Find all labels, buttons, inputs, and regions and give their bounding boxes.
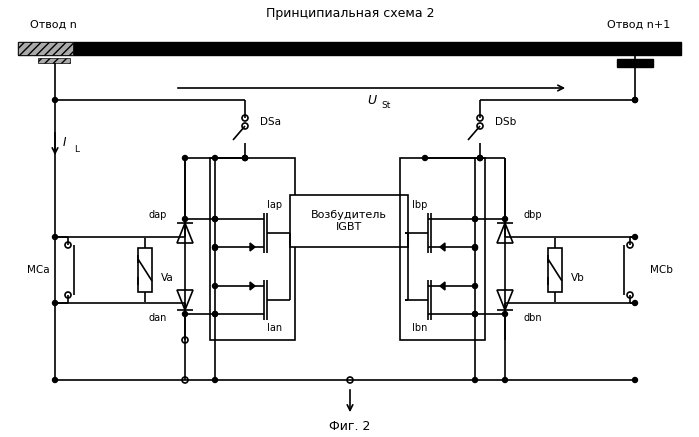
Text: dap: dap (149, 210, 167, 220)
Circle shape (627, 242, 633, 248)
Text: St: St (381, 101, 390, 111)
Circle shape (182, 337, 188, 343)
Circle shape (52, 378, 57, 382)
Text: DSb: DSb (495, 117, 517, 127)
Circle shape (473, 312, 477, 316)
Text: Ian: Ian (268, 323, 282, 333)
Circle shape (633, 301, 637, 305)
Bar (18, 42, 73, 55)
Text: Отвод n: Отвод n (30, 20, 77, 30)
Bar (548, 248, 562, 292)
Text: DSa: DSa (260, 117, 281, 127)
Circle shape (473, 378, 477, 382)
Circle shape (633, 378, 637, 382)
Text: Iap: Iap (268, 200, 282, 210)
Circle shape (503, 312, 507, 316)
Circle shape (182, 216, 187, 222)
Circle shape (477, 156, 482, 160)
Circle shape (212, 312, 217, 316)
Bar (210, 158, 295, 340)
Circle shape (477, 156, 482, 160)
Circle shape (243, 156, 247, 160)
Text: Возбудитель
IGBT: Возбудитель IGBT (311, 210, 387, 232)
Circle shape (627, 292, 633, 298)
Text: Ibn: Ibn (412, 323, 428, 333)
Text: MCb: MCb (650, 265, 673, 275)
Circle shape (473, 312, 477, 316)
Circle shape (347, 377, 353, 383)
Circle shape (243, 156, 247, 160)
Polygon shape (440, 282, 445, 290)
Circle shape (212, 284, 217, 288)
Bar (18, 42, 681, 55)
Text: Отвод n+1: Отвод n+1 (607, 20, 670, 30)
Text: Va: Va (161, 273, 174, 283)
Circle shape (503, 378, 507, 382)
Text: U: U (368, 94, 377, 107)
Circle shape (242, 115, 248, 121)
Circle shape (503, 216, 507, 222)
Circle shape (473, 216, 477, 222)
Text: I: I (63, 136, 66, 149)
Text: MCa: MCa (27, 265, 50, 275)
Text: Фиг. 2: Фиг. 2 (329, 420, 370, 434)
Circle shape (477, 115, 483, 121)
Circle shape (212, 378, 217, 382)
Circle shape (477, 123, 483, 129)
Circle shape (422, 156, 428, 160)
Bar (617, 59, 653, 67)
Circle shape (212, 216, 217, 222)
Circle shape (633, 97, 637, 103)
Circle shape (243, 156, 247, 160)
Text: Vb: Vb (571, 273, 585, 283)
Text: dan: dan (149, 313, 167, 323)
Circle shape (212, 246, 217, 250)
Circle shape (182, 312, 187, 316)
Circle shape (182, 156, 187, 160)
Circle shape (65, 242, 71, 248)
Circle shape (65, 292, 71, 298)
Bar (400, 158, 485, 340)
Circle shape (52, 235, 57, 239)
Circle shape (212, 312, 217, 316)
Bar (138, 248, 152, 292)
Polygon shape (250, 282, 255, 290)
Circle shape (633, 97, 637, 103)
Circle shape (477, 156, 482, 160)
Circle shape (212, 244, 217, 250)
Text: dbn: dbn (523, 313, 542, 323)
Text: Ibp: Ibp (412, 200, 428, 210)
Bar (290, 195, 408, 247)
Polygon shape (250, 243, 255, 251)
Circle shape (212, 216, 217, 222)
Circle shape (473, 244, 477, 250)
Circle shape (52, 301, 57, 305)
Circle shape (52, 97, 57, 103)
Circle shape (212, 156, 217, 160)
Polygon shape (440, 243, 445, 251)
Circle shape (633, 235, 637, 239)
Circle shape (473, 284, 477, 288)
Circle shape (473, 246, 477, 250)
Text: L: L (74, 146, 79, 155)
Circle shape (473, 216, 477, 222)
Circle shape (242, 123, 248, 129)
Bar (38, 58, 70, 63)
Text: Принципиальная схема 2: Принципиальная схема 2 (266, 7, 434, 20)
Circle shape (182, 377, 188, 383)
Text: dbp: dbp (523, 210, 542, 220)
